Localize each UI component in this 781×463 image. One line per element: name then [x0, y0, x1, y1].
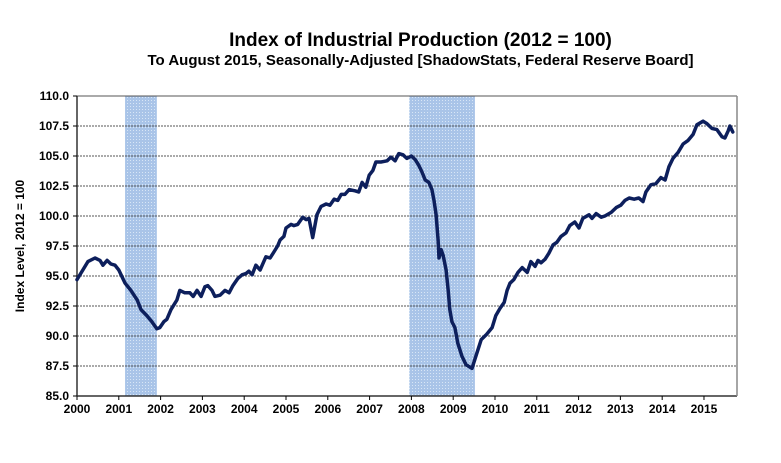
y-axis-label: Index Level, 2012 = 100	[13, 179, 27, 312]
x-tick-label: 2007	[356, 402, 383, 416]
series-line	[75, 119, 735, 371]
x-tick-label: 2013	[607, 402, 634, 416]
x-tick-label: 2000	[64, 402, 91, 416]
y-tick-label: 85.0	[46, 389, 70, 403]
y-tick-label: 105.0	[39, 149, 69, 163]
x-tick-label: 2005	[273, 402, 300, 416]
y-tick-label: 97.5	[46, 239, 70, 253]
x-tick-label: 2012	[565, 402, 592, 416]
x-tick-label: 2010	[482, 402, 509, 416]
chart-title: Index of Industrial Production (2012 = 1…	[229, 30, 612, 51]
x-tick-label: 2003	[189, 402, 216, 416]
y-tick-label: 102.5	[39, 179, 69, 193]
x-tick-label: 2006	[314, 402, 341, 416]
y-tick-label: 110.0	[40, 89, 70, 103]
x-tick-label: 2014	[649, 402, 676, 416]
x-tick-label: 2011	[524, 402, 550, 416]
x-tick-label: 2002	[147, 402, 174, 416]
y-tick-label: 92.5	[46, 299, 70, 313]
x-tick-label: 2008	[398, 402, 425, 416]
x-tick-label: 2001	[105, 402, 132, 416]
y-tick-label: 107.5	[39, 119, 69, 133]
y-tick-label: 87.5	[46, 359, 70, 373]
x-tick-label: 2015	[691, 402, 718, 416]
x-tick-label: 2009	[440, 402, 467, 416]
y-tick-label: 90.0	[46, 329, 70, 343]
chart-subtitle: To August 2015, Seasonally-Adjusted [Sha…	[147, 52, 694, 69]
y-tick-label: 100.0	[39, 209, 69, 223]
x-tick-label: 2004	[231, 402, 258, 416]
y-tick-label: 95.0	[46, 269, 70, 283]
